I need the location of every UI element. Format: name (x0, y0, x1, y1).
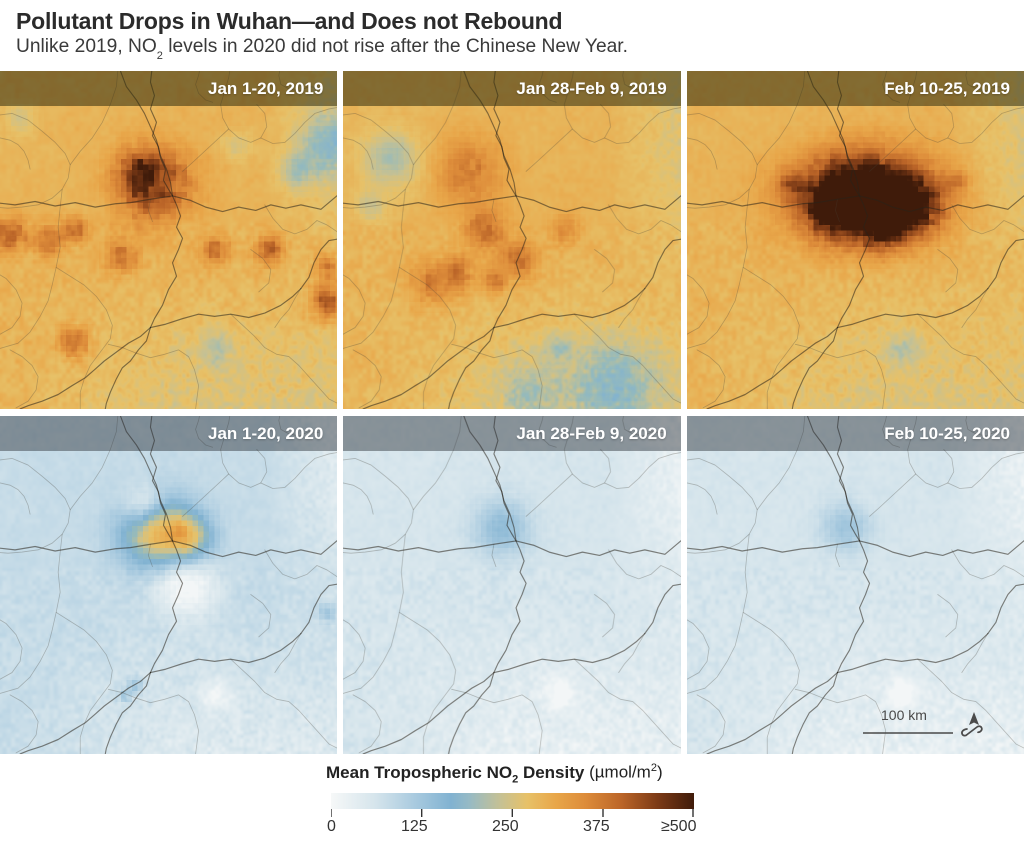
svg-text:100 km: 100 km (881, 707, 927, 723)
